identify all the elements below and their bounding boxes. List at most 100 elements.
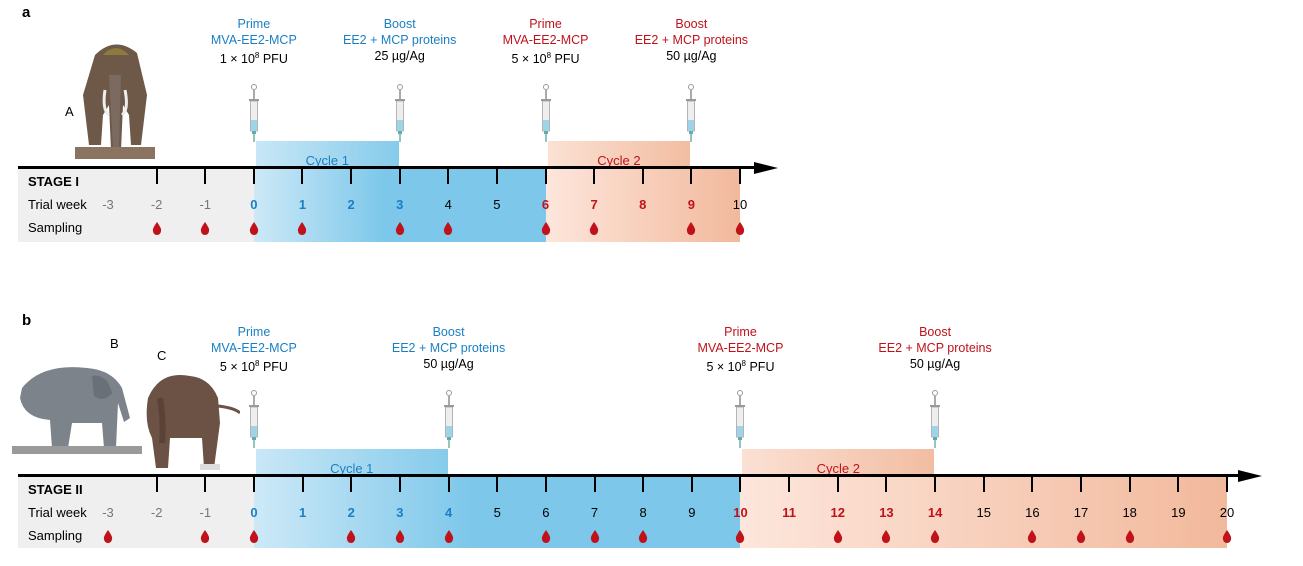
cycle-2-box: Cycle 2 (742, 449, 935, 476)
trial-week-label: Trial week (28, 505, 87, 520)
injection-agent: EE2 + MCP proteins (634, 33, 749, 47)
blood-drop-icon (443, 222, 453, 240)
dose-value: 50 µg/Ag (909, 357, 961, 371)
animal-label-a: A (65, 104, 74, 119)
week-tick (1080, 476, 1083, 492)
blood-drop-icon (395, 530, 405, 548)
blood-drop-icon (346, 530, 356, 548)
trial-week-label: Trial week (28, 197, 87, 212)
blood-drop-icon (1076, 530, 1086, 548)
dose-exponent: 8 (741, 359, 746, 368)
blood-drop-icon (735, 222, 745, 240)
injection-type: Boost (675, 17, 708, 31)
week-number: 18 (1122, 505, 1137, 520)
week-number: -2 (150, 197, 163, 212)
injection-type: Prime (237, 325, 271, 339)
injection-agent: MVA-EE2-MCP (210, 33, 297, 47)
stage-label: STAGE II (28, 482, 83, 497)
blood-drop-icon (444, 530, 454, 548)
week-number: 11 (782, 505, 796, 520)
week-number: 8 (639, 505, 647, 520)
week-number: 4 (444, 505, 453, 520)
cycle-1-box: Cycle 1 (255, 449, 448, 476)
week-tick (252, 168, 255, 184)
week-number: 17 (1073, 505, 1089, 520)
week-tick (447, 476, 450, 492)
week-tick (934, 476, 937, 492)
week-number: 10 (732, 197, 748, 212)
pre-trial-band (18, 477, 254, 548)
week-number: 2 (347, 197, 355, 212)
dose-value: 25 µg/Ag (374, 49, 425, 63)
stage-label: STAGE I (28, 174, 80, 189)
week-tick (544, 476, 547, 492)
blood-drop-icon (541, 530, 551, 548)
injection-type: Boost (432, 325, 465, 339)
blood-drop-icon (589, 222, 599, 240)
week-number: 13 (879, 505, 894, 520)
elephant-a-image (75, 44, 155, 159)
syringe-icon (394, 84, 406, 147)
injection-header: Boost EE2 + MCP proteins 25 µg/Ag (310, 16, 490, 64)
injection-header: Boost EE2 + MCP proteins 50 µg/Ag (601, 16, 781, 64)
blood-drop-icon (200, 222, 210, 240)
blood-drop-icon (1027, 530, 1037, 548)
week-number: 0 (250, 505, 258, 520)
week-number: 20 (1219, 505, 1235, 520)
week-tick (642, 476, 645, 492)
blood-drop-icon (103, 530, 113, 548)
blood-drop-icon (1125, 530, 1135, 548)
blood-drop-icon (249, 530, 259, 548)
injection-type: Boost (383, 17, 416, 31)
week-tick (204, 168, 207, 184)
injection-agent: MVA-EE2-MCP (697, 341, 784, 355)
injection-dose: 5 × 108 PFU (164, 356, 344, 375)
syringe-icon (540, 84, 552, 147)
blood-drop-icon (297, 222, 307, 240)
blood-drop-icon (638, 530, 648, 548)
dose-value: 5 × 10 (219, 360, 256, 375)
blood-drop-icon (686, 222, 696, 240)
week-number: 6 (541, 197, 550, 212)
animal-label-c: C (157, 348, 167, 363)
week-tick (301, 168, 304, 184)
week-number: 3 (396, 505, 404, 520)
week-number: 19 (1171, 505, 1186, 520)
week-tick (398, 476, 401, 492)
dose-unit: PFU (551, 52, 580, 67)
sampling-label: Sampling (28, 220, 83, 235)
syringe-icon (685, 84, 697, 147)
week-tick (739, 476, 742, 492)
panel-b-label: b (22, 312, 32, 329)
blood-drop-icon (881, 530, 891, 548)
week-tick (301, 476, 304, 492)
week-number: 5 (493, 505, 501, 520)
blood-drop-icon (833, 530, 843, 548)
injection-type: Boost (919, 325, 952, 339)
week-number: 6 (542, 505, 550, 520)
week-number: 15 (976, 505, 991, 520)
blood-drop-icon (541, 222, 551, 240)
week-number: -3 (102, 505, 114, 520)
week-number: 7 (590, 505, 599, 520)
syringe-icon (734, 390, 746, 453)
syringe-icon (248, 390, 260, 453)
week-tick (1177, 476, 1180, 492)
week-number: 7 (590, 197, 598, 212)
week-number: 1 (298, 505, 307, 520)
week-tick (1031, 476, 1034, 492)
syringe-icon (443, 390, 455, 453)
injection-agent: MVA-EE2-MCP (502, 33, 589, 47)
injection-agent: MVA-EE2-MCP (211, 341, 297, 355)
axis-arrowhead-icon (1238, 469, 1262, 482)
axis-arrowhead-icon (754, 161, 778, 174)
blood-drop-icon (249, 222, 259, 240)
injection-type: Prime (529, 17, 562, 31)
dose-value: 50 µg/Ag (666, 49, 717, 63)
blood-drop-icon (395, 222, 405, 240)
week-number: 5 (493, 197, 501, 212)
week-tick (204, 476, 207, 492)
week-tick (1128, 476, 1131, 492)
dose-value: 5 × 10 (511, 52, 547, 67)
week-tick (155, 168, 158, 184)
